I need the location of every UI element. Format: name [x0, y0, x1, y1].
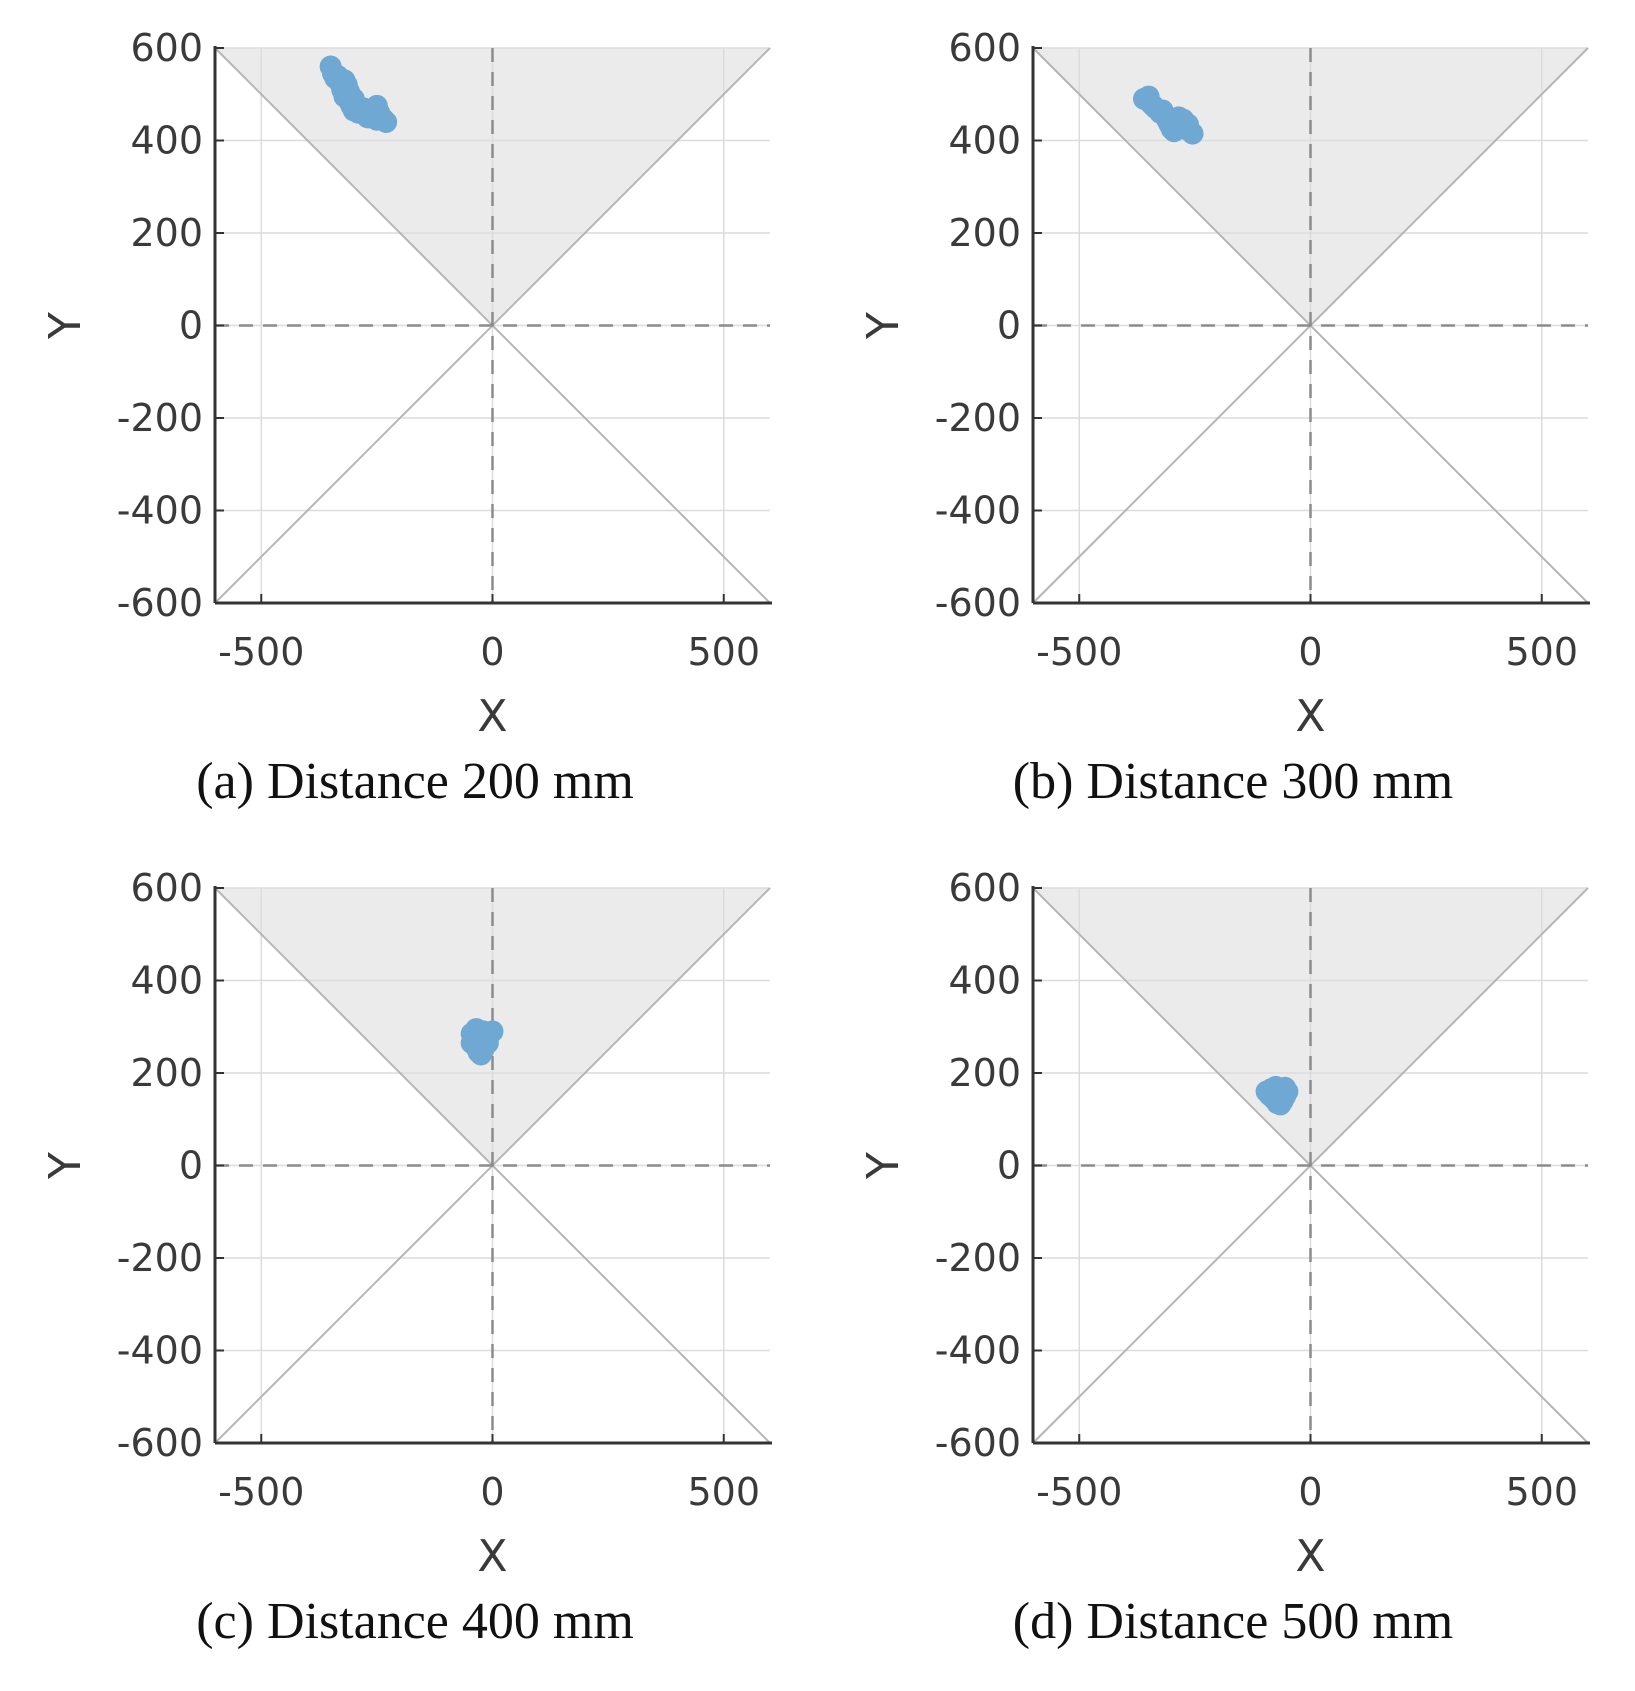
chart-panel-d: -500 0 500 600 400 200 0 -200 -400 -600 X Y (d) Dis…	[838, 840, 1628, 1670]
y-tick-label: 200	[130, 1051, 203, 1095]
data-point	[1161, 112, 1184, 135]
y-tick-label: -600	[117, 1421, 203, 1465]
y-axis-label: Y	[858, 312, 909, 340]
x-tick-label: 0	[1298, 630, 1322, 674]
x-tick-label: 500	[1505, 1470, 1578, 1514]
x-axis-label: X	[477, 691, 507, 742]
y-tick-label: 600	[948, 26, 1021, 70]
x-tick-label: -500	[218, 630, 304, 674]
x-tick-label: -500	[218, 1470, 304, 1514]
y-tick-label: 600	[948, 866, 1021, 910]
y-axis-label: Y	[858, 1152, 909, 1180]
data-point	[1181, 122, 1204, 145]
x-tick-label: -500	[1036, 1470, 1122, 1514]
data-point	[476, 1031, 499, 1054]
y-tick-label: 0	[997, 304, 1021, 348]
y-tick-label: -200	[117, 396, 203, 440]
x-axis-label: X	[477, 1531, 507, 1582]
y-tick-label: -400	[935, 489, 1021, 533]
x-tick-label: 0	[480, 630, 504, 674]
y-tick-label: -200	[117, 1236, 203, 1280]
data-point	[1271, 1082, 1294, 1105]
data-point	[342, 87, 365, 110]
chart-panel-b: -500 0 500 600 400 200 0 -200 -400 -600 X Y (b) Dis…	[838, 0, 1628, 830]
y-tick-label: -600	[117, 581, 203, 625]
chart-panel-c: -500 0 500 600 400 200 0 -200 -400 -600 X Y (c) Dis…	[20, 840, 810, 1670]
chart-panel-a: -500 0 500 600 400 200 0 -200 -400 -600 X Y (a) Dis…	[20, 0, 810, 830]
x-tick-label: -500	[1036, 630, 1122, 674]
y-tick-label: 200	[948, 211, 1021, 255]
x-tick-label: 0	[480, 1470, 504, 1514]
y-tick-label: 400	[948, 959, 1021, 1003]
caption-a: (a) Distance 200 mm	[196, 753, 634, 810]
x-tick-label: 0	[1298, 1470, 1322, 1514]
y-axis-label: Y	[40, 1152, 91, 1180]
y-axis-label: Y	[40, 312, 91, 340]
y-tick-label: 400	[948, 119, 1021, 163]
y-tick-label: -600	[935, 581, 1021, 625]
x-tick-label: 500	[687, 1470, 760, 1514]
x-tick-label: 500	[1505, 630, 1578, 674]
y-tick-label: 400	[130, 959, 203, 1003]
y-tick-label: 600	[130, 866, 203, 910]
caption-b: (b) Distance 300 mm	[1012, 753, 1454, 810]
x-axis-label: X	[1295, 1531, 1325, 1582]
y-tick-label: 0	[179, 1144, 203, 1188]
y-tick-label: -400	[117, 489, 203, 533]
y-tick-label: 0	[179, 304, 203, 348]
y-tick-label: -400	[117, 1329, 203, 1373]
x-axis-label: X	[1295, 691, 1325, 742]
scatter-plot-d: -500 0 500 600 400 200 0 -200 -400 -600 X Y	[858, 866, 1590, 1582]
y-tick-label: 400	[130, 119, 203, 163]
y-tick-label: -600	[935, 1421, 1021, 1465]
caption-c: (c) Distance 400 mm	[196, 1593, 634, 1650]
y-tick-label: 0	[997, 1144, 1021, 1188]
data-point	[1142, 94, 1165, 117]
scatter-plot-a: -500 0 500 600 400 200 0 -200 -400 -600 X Y	[40, 26, 772, 742]
y-tick-label: 200	[130, 211, 203, 255]
y-tick-label: -200	[935, 396, 1021, 440]
y-tick-label: -400	[935, 1329, 1021, 1373]
scatter-plot-c: -500 0 500 600 400 200 0 -200 -400 -600 X Y	[40, 866, 772, 1582]
scatter-plot-b: -500 0 500 600 400 200 0 -200 -400 -600 X Y	[858, 26, 1590, 742]
data-point	[326, 64, 349, 87]
y-tick-label: 200	[948, 1051, 1021, 1095]
y-tick-label: 600	[130, 26, 203, 70]
y-tick-label: -200	[935, 1236, 1021, 1280]
x-tick-label: 500	[687, 630, 760, 674]
caption-d: (d) Distance 500 mm	[1012, 1593, 1454, 1650]
